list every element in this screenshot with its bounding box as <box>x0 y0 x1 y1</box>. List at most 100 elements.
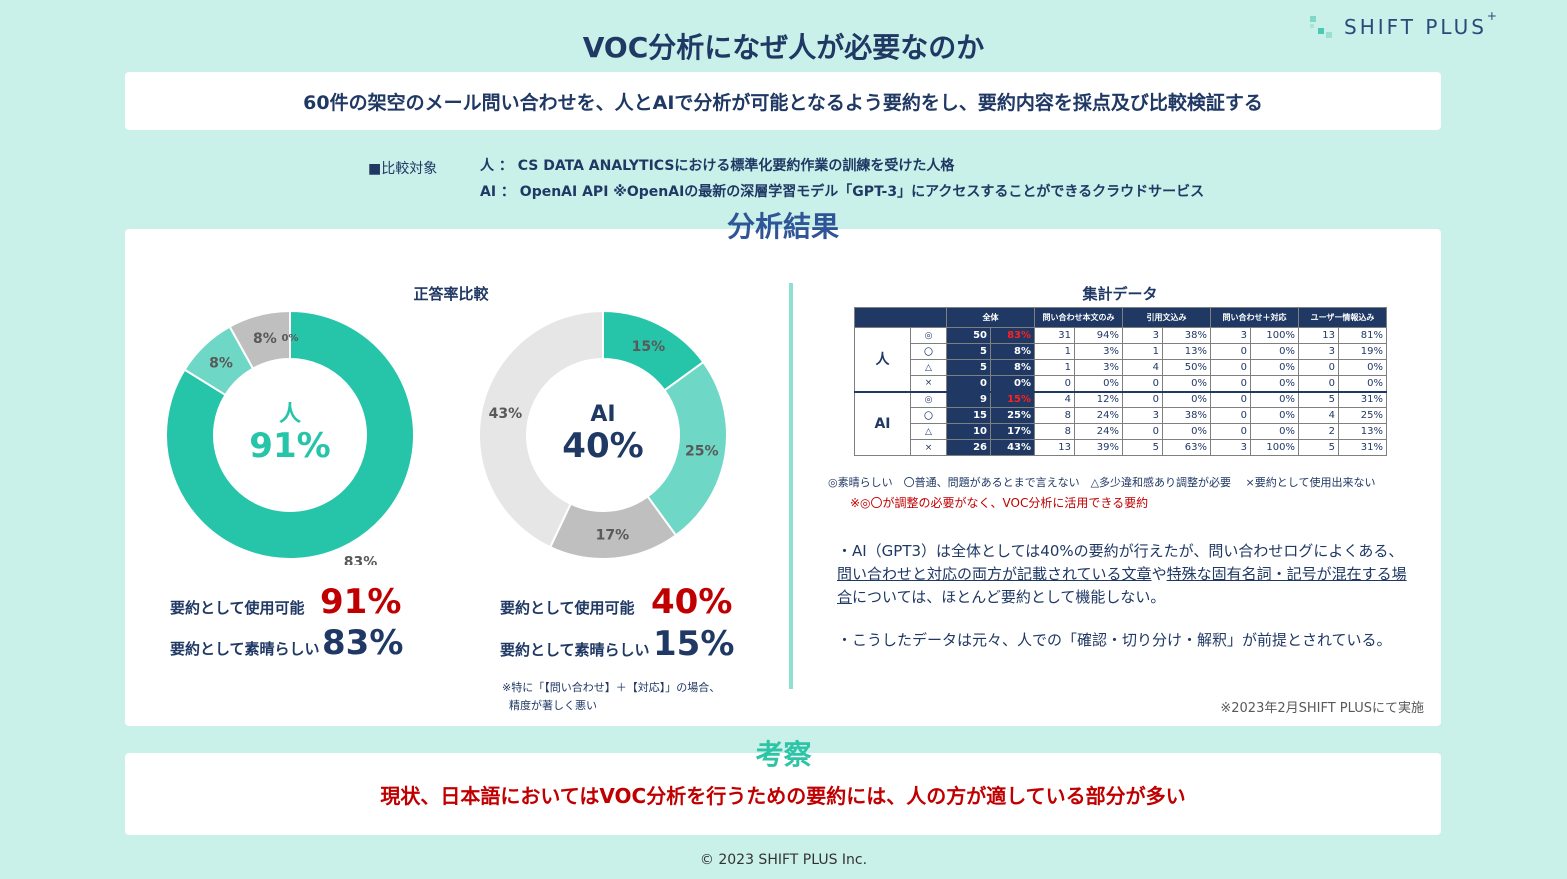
logo-mark-icon <box>1310 16 1332 38</box>
table-cell-count: 1 <box>1122 343 1163 360</box>
table-cell-count: 5 <box>1298 439 1339 456</box>
table-header: 全体 <box>946 307 1035 328</box>
table-row: 〇 15 25% 8 24% 3 38% 0 0% 4 25% <box>855 407 1387 424</box>
table-cell-percent: 0% <box>1162 375 1211 392</box>
table-cell-percent: 31% <box>1338 439 1387 456</box>
table-cell-count: 3 <box>1210 327 1251 344</box>
divider <box>789 283 793 689</box>
table-cell-count: 0 <box>1298 359 1339 376</box>
donut-slice-label: 83% <box>344 555 378 565</box>
table-cell-percent: 3% <box>1074 359 1123 376</box>
table-cell-count: 0 <box>946 375 991 392</box>
table-cell-count: 0 <box>1122 375 1163 392</box>
human-donut-chart: 83% 8% 8% 0% 人 91% <box>165 309 415 565</box>
table-cell-percent: 0% <box>1338 359 1387 376</box>
rating-mark: ◎ <box>910 327 947 344</box>
table-cell-percent: 17% <box>990 423 1035 440</box>
donut-slice-label: 15% <box>632 339 666 355</box>
table-cell-percent: 8% <box>990 359 1035 376</box>
table-cell-count: 31 <box>1034 327 1075 344</box>
comparison-ai: AI ： OpenAI API ※OpenAIの最新の深層学習モデル「GPT-3… <box>480 184 1205 200</box>
table-row: △ 5 8% 1 3% 4 50% 0 0% 0 0% <box>855 359 1387 376</box>
table-cell-count: 8 <box>1034 407 1075 424</box>
subtitle-box: 60件の架空のメール問い合わせを、人とAIで分析が可能となるよう要約をし、要約内… <box>125 72 1441 130</box>
human-center-value: 91% <box>249 426 330 466</box>
donut-slice <box>478 309 604 549</box>
rating-mark: △ <box>910 359 947 376</box>
table-cell-percent: 81% <box>1338 327 1387 344</box>
table-cell-percent: 50% <box>1162 359 1211 376</box>
table-cell-percent: 0% <box>1250 375 1299 392</box>
rating-mark: ◎ <box>910 390 947 408</box>
table-cell-count: 2 <box>1298 423 1339 440</box>
table-cell-percent: 0% <box>1162 423 1211 440</box>
table-row: △ 10 17% 8 24% 0 0% 0 0% 2 13% <box>855 423 1387 440</box>
table-cell-count: 26 <box>946 439 991 456</box>
donut-slice <box>228 309 291 370</box>
group-label: AI <box>854 390 911 456</box>
table-cell-percent: 25% <box>1338 407 1387 424</box>
logo: SHIFT PLUS+ <box>1308 9 1497 40</box>
table-cell-percent: 0% <box>1250 423 1299 440</box>
comparison-label: ■比較対象 <box>368 161 438 177</box>
legend-red-note: ※◎〇が調整の必要がなく、VOC分析に活用できる要約 <box>850 496 1149 510</box>
aggregate-table: 全体 問い合わせ本文のみ 引用文込み 問い合わせ＋対応 ユーザー情報込み人 ◎ 50 83% 3… <box>854 307 1387 456</box>
bullet-2: ・こうしたデータは元々、人での「確認・切り分け・解釈」が前提とされている。 <box>837 631 1392 649</box>
legend: ◎素晴らしい 〇普通、問題があるとまで言えない △多少違和感あり調整が必要 ×要… <box>828 476 1376 489</box>
table-cell-count: 1 <box>1034 343 1075 360</box>
donut-slice-label: 17% <box>596 528 630 544</box>
logo-text: SHIFT PLUS+ <box>1344 9 1497 39</box>
table-cell-count: 9 <box>946 390 991 408</box>
rating-mark: 〇 <box>910 407 947 424</box>
table-row: AI ◎ 9 15% 4 12% 0 0% 0 0% 5 31% <box>854 390 1387 456</box>
table-cell-percent: 0% <box>1250 343 1299 360</box>
table-row: × 26 43% 13 39% 5 63% 3 100% 5 31% <box>855 439 1387 456</box>
table-cell-percent: 31% <box>1338 390 1387 408</box>
table-cell-count: 3 <box>1298 343 1339 360</box>
rating-mark: × <box>910 439 947 456</box>
table-cell-count: 0 <box>1034 375 1075 392</box>
table-cell-count: 4 <box>1298 407 1339 424</box>
donut-slice-label: 43% <box>489 406 523 422</box>
table-cell-count: 5 <box>946 343 991 360</box>
table-cell-count: 0 <box>1210 375 1251 392</box>
table-cell-count: 0 <box>1210 359 1251 376</box>
table-cell-percent: 63% <box>1162 439 1211 456</box>
human-usable-value: 91% <box>320 582 402 622</box>
ai-usable-label: 要約として使用可能 <box>500 599 635 617</box>
table-cell-count: 50 <box>946 327 991 344</box>
table-cell-percent: 38% <box>1162 327 1211 344</box>
table-cell-percent: 94% <box>1074 327 1123 344</box>
table-cell-count: 0 <box>1298 375 1339 392</box>
table-header: 問い合わせ＋対応 <box>1210 307 1299 328</box>
table-cell-percent: 38% <box>1162 407 1211 424</box>
table-row: × 0 0% 0 0% 0 0% 0 0% 0 0% <box>855 375 1387 392</box>
table-cell-percent: 24% <box>1074 423 1123 440</box>
rating-mark: △ <box>910 423 947 440</box>
ai-donut-chart: 15% 25% 17% 43% AI 40% <box>478 309 728 560</box>
table-cell-percent: 12% <box>1074 390 1123 408</box>
ai-center-value: 40% <box>562 426 643 466</box>
table-cell-percent: 43% <box>990 439 1035 456</box>
table-cell-percent: 8% <box>990 343 1035 360</box>
table-cell-count: 4 <box>1122 359 1163 376</box>
table-cell-count: 5 <box>1122 439 1163 456</box>
subtitle: 60件の架空のメール問い合わせを、人とAIで分析が可能となるよう要約をし、要約内… <box>303 91 1263 114</box>
table-cell-count: 4 <box>1034 390 1075 408</box>
table-cell-percent: 39% <box>1074 439 1123 456</box>
human-usable-label: 要約として使用可能 <box>170 599 305 617</box>
donut-slice-label: 25% <box>685 444 719 460</box>
ai-usable-value: 40% <box>651 582 733 622</box>
aggregate-title: 集計データ <box>1082 285 1158 303</box>
table-cell-percent: 0% <box>1162 390 1211 408</box>
table-cell-count: 3 <box>1210 439 1251 456</box>
table-cell-percent: 100% <box>1250 439 1299 456</box>
table-cell-percent: 13% <box>1162 343 1211 360</box>
table-cell-count: 5 <box>946 359 991 376</box>
table-header: 問い合わせ本文のみ <box>1034 307 1123 328</box>
table-cell-percent: 19% <box>1338 343 1387 360</box>
group-label: 人 <box>854 327 911 392</box>
table-header: ユーザー情報込み <box>1298 307 1387 328</box>
table-cell-count: 10 <box>946 423 991 440</box>
table-cell-percent: 83% <box>990 327 1035 344</box>
